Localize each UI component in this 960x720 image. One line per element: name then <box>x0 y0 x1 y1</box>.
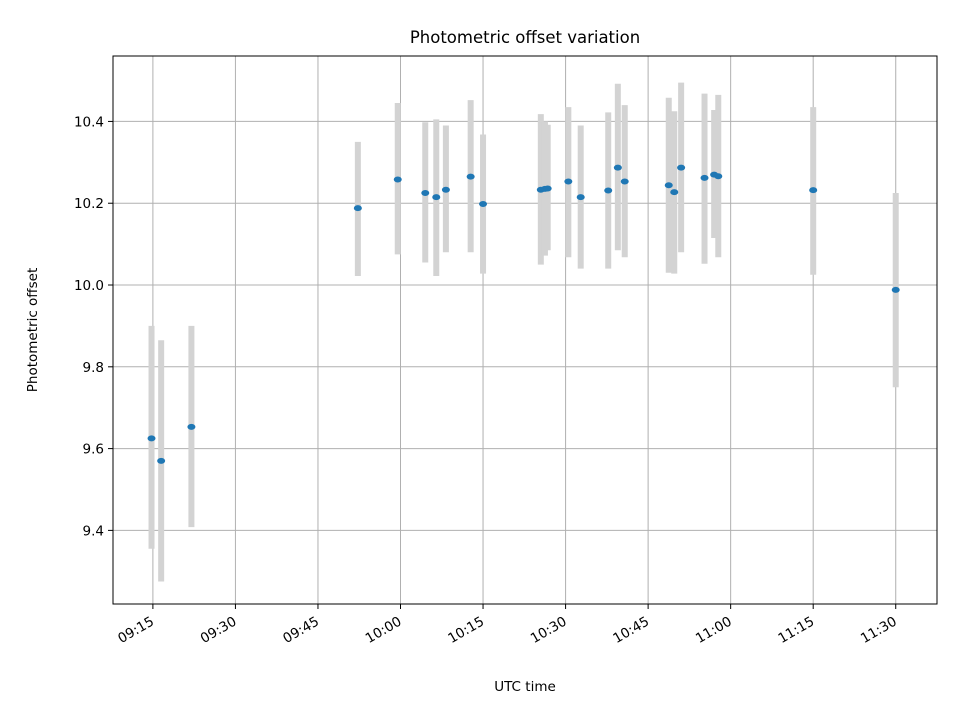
y-axis-label: Photometric offset <box>25 268 41 392</box>
data-point <box>714 173 723 180</box>
data-point <box>393 176 402 183</box>
y-tick-label: 9.4 <box>83 523 104 539</box>
data-point <box>479 201 488 208</box>
y-tick-label: 10.2 <box>74 196 104 212</box>
data-point <box>620 178 629 185</box>
data-point <box>700 174 709 181</box>
plot-frame <box>112 55 938 605</box>
y-tick-label: 10.4 <box>74 114 104 130</box>
data-point <box>809 187 818 194</box>
y-tick-label: 9.6 <box>83 442 104 458</box>
x-axis-label: UTC time <box>494 679 556 695</box>
data-point <box>604 187 613 194</box>
data-point <box>187 423 196 430</box>
data-point <box>613 164 622 171</box>
data-point <box>421 190 430 196</box>
y-tick-label: 9.8 <box>83 360 104 376</box>
data-point <box>157 457 166 464</box>
data-point <box>441 186 450 193</box>
data-point <box>564 178 573 185</box>
y-tick-label: 10.0 <box>74 278 104 294</box>
data-point-layer <box>147 164 900 464</box>
data-point <box>147 435 156 442</box>
data-point <box>576 194 585 201</box>
data-point <box>670 189 679 196</box>
chart-title: Photometric offset variation <box>410 28 640 47</box>
data-point <box>891 286 900 293</box>
data-point <box>543 185 552 192</box>
data-point <box>432 194 441 201</box>
data-point <box>677 164 686 171</box>
data-point <box>466 173 475 180</box>
data-point <box>664 182 673 189</box>
data-point <box>353 205 362 212</box>
